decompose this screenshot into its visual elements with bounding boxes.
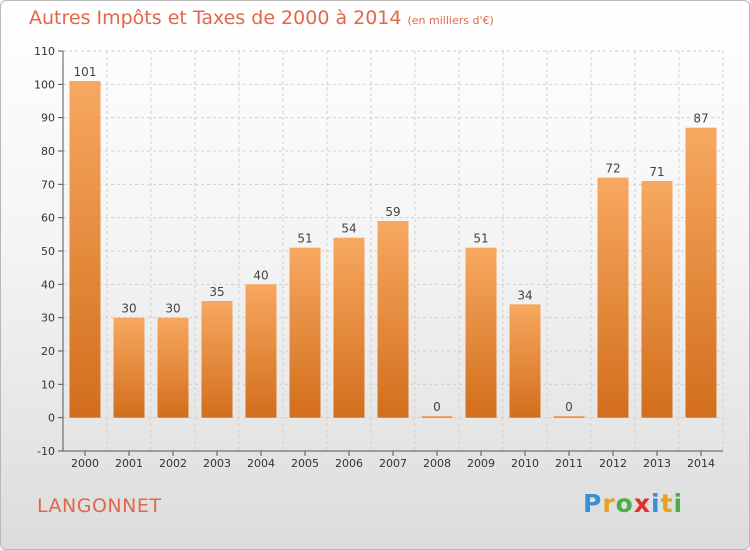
commune-name: LANGONNET [37,495,162,517]
bars [69,81,717,418]
y-tick-label: 30 [41,312,55,325]
logo-letter: r [602,489,616,518]
bar-2004 [245,284,277,418]
value-label-2005: 51 [297,232,312,246]
x-tick-label-2001: 2001 [115,457,143,470]
bar-2012 [597,177,629,418]
value-label-2002: 30 [165,302,180,316]
x-tick-label-2004: 2004 [247,457,275,470]
logo-letter: P [583,489,603,518]
logo-letter: o [615,489,634,518]
y-tick-label: 50 [41,245,55,258]
value-label-2009: 51 [473,232,488,246]
value-label-2010: 34 [517,288,532,302]
bar-2011 [553,416,585,418]
value-label-2001: 30 [121,302,136,316]
bar-2008 [421,416,453,418]
logo-letter: i [651,489,661,518]
bar-2007 [377,221,409,418]
y-tick-label: 80 [41,145,55,158]
bar-2006 [333,237,365,418]
value-label-2007: 59 [385,205,400,219]
y-tick-label: 10 [41,378,55,391]
x-tick-label-2010: 2010 [511,457,539,470]
axes: -10 0 10 20 30 40 50 60 70 80 90 100 110 2000 2001 2002… [34,45,723,470]
value-label-2008: 0 [433,400,441,414]
x-tick-label-2003: 2003 [203,457,231,470]
y-tick-label: 70 [41,178,55,191]
y-tick-label: 0 [48,412,55,425]
value-label-2013: 71 [649,165,664,179]
bar-2001 [113,317,145,418]
logo-letter: i [673,489,684,518]
value-label-2003: 35 [209,285,224,299]
x-tick-label-2007: 2007 [379,457,407,470]
x-tick-label-2012: 2012 [599,457,627,470]
chart-title: Autres Impôts et Taxes de 2000 à 2014 (en… [29,7,494,29]
x-tick-label-2014: 2014 [687,457,715,470]
value-label-2000: 101 [74,65,97,79]
bar-2013 [641,181,673,418]
y-tick-label: 60 [41,212,55,225]
bar-2000 [69,81,101,418]
value-label-2011: 0 [565,400,573,414]
bar-2003 [201,301,233,418]
x-tick-label-2005: 2005 [291,457,319,470]
x-tick-label-2000: 2000 [71,457,99,470]
y-tick-label: 40 [41,278,55,291]
y-tick-label: 110 [34,45,55,58]
y-tick-label: 90 [41,112,55,125]
chart-title-text: Autres Impôts et Taxes de 2000 à 2014 [29,7,402,29]
bar-2002 [157,317,189,418]
y-tick-label: -10 [37,445,55,458]
value-labels: 101 30 30 35 40 51 54 59 0 51 34 0 72 71 87 [74,65,709,414]
bar-2010 [509,304,541,418]
value-label-2006: 54 [341,222,356,236]
y-tick-label: 100 [34,78,55,91]
value-label-2012: 72 [605,162,620,176]
x-tick-label-2009: 2009 [467,457,495,470]
x-tick-label-2002: 2002 [159,457,187,470]
chart-unit: (en milliers d'€) [407,14,494,27]
x-tick-label-2011: 2011 [555,457,583,470]
logo-letter: t [660,489,674,518]
x-tick-label-2006: 2006 [335,457,363,470]
x-tick-label-2013: 2013 [643,457,671,470]
x-tick-label-2008: 2008 [423,457,451,470]
bar-2014 [685,127,717,418]
logo-letter: x [633,489,651,518]
value-label-2004: 40 [253,268,268,282]
value-label-2014: 87 [693,112,708,126]
bar-2005 [289,247,321,418]
proxiti-logo: Proxiti [583,489,683,518]
y-tick-label: 20 [41,345,55,358]
bar-2009 [465,247,497,418]
